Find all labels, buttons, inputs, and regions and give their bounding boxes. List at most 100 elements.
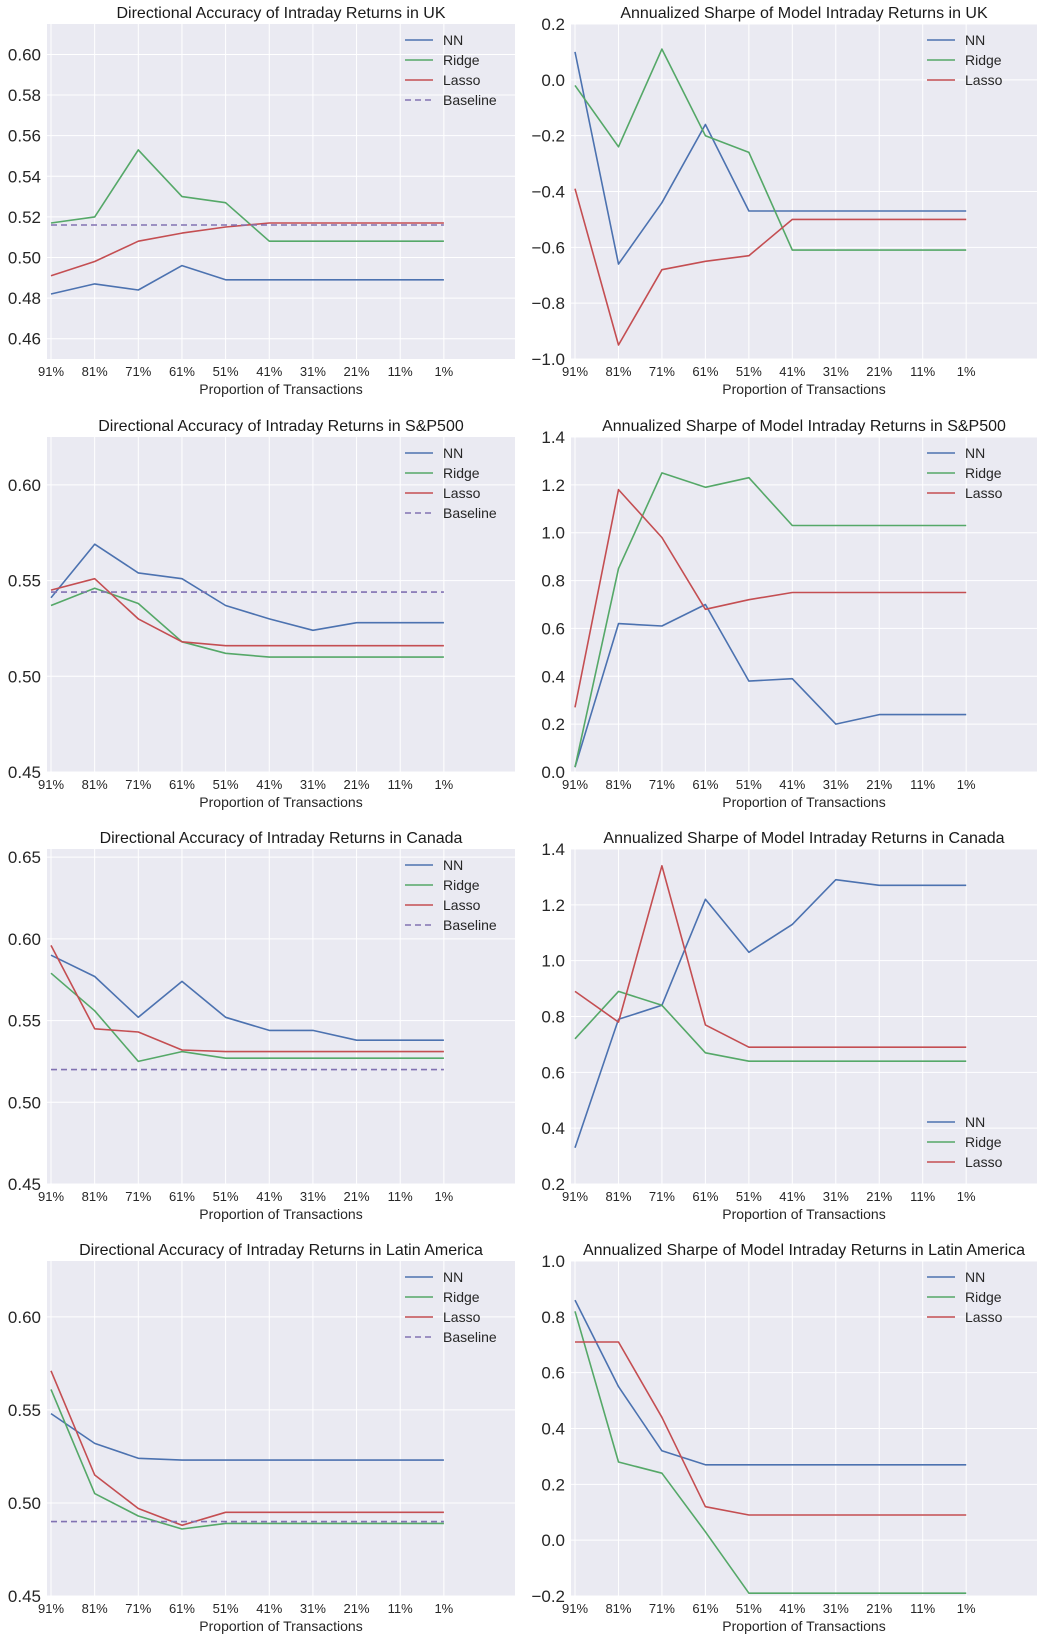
x-tick-label: 81% — [605, 364, 631, 379]
x-tick-label: 1% — [957, 777, 976, 792]
series-line-lasso — [574, 188, 967, 346]
y-tick-label: 0.2 — [541, 1475, 565, 1494]
y-tick-label: 1.2 — [541, 476, 565, 495]
y-tick-label: 0.4 — [541, 1119, 565, 1138]
x-tick-label: 61% — [692, 1189, 718, 1204]
chart-panel-7: 0.45 0.50 0.55 0.60 91% 81% 71% 61% 51% 41% 31% 21%… — [8, 1242, 515, 1634]
series-line-nn — [574, 1299, 967, 1466]
legend-label-lasso: Lasso — [443, 1309, 481, 1325]
legend-label-nn: NN — [965, 1269, 985, 1285]
series-line-ridge — [50, 1389, 444, 1530]
y-tick-label: 0.60 — [8, 45, 41, 64]
series-line-lasso — [50, 577, 444, 647]
x-tick-label: 51% — [736, 1601, 762, 1616]
x-tick-label: 1% — [434, 364, 453, 379]
x-tick-label: 61% — [692, 777, 718, 792]
y-tick-label: −0.6 — [531, 238, 565, 257]
legend-label-ridge: Ridge — [965, 1289, 1002, 1305]
x-axis-label: Proportion of Transactions — [199, 1618, 362, 1634]
y-tick-label: 0.0 — [541, 1531, 565, 1550]
legend-label-baseline: Baseline — [443, 92, 497, 108]
y-tick-label: 1.4 — [541, 428, 565, 447]
x-axis-label: Proportion of Transactions — [722, 381, 885, 397]
x-tick-label: 91% — [38, 364, 64, 379]
series-line-lasso — [50, 1370, 444, 1527]
y-tick-label: 0.58 — [8, 86, 41, 105]
y-tick-label: 1.4 — [541, 840, 565, 859]
x-axis-label: Proportion of Transactions — [199, 381, 362, 397]
legend-label-lasso: Lasso — [443, 897, 481, 913]
legend-label-ridge: Ridge — [443, 465, 480, 481]
chart-panel-8: −0.2 0.0 0.2 0.4 0.6 0.8 1.0 91% 81% 71% 61% 51% 41%… — [531, 1242, 1037, 1634]
chart-title: Directional Accuracy of Intraday Returns… — [116, 5, 445, 22]
x-tick-label: 1% — [957, 1189, 976, 1204]
legend-label-lasso: Lasso — [443, 72, 481, 88]
x-tick-label: 11% — [910, 777, 935, 792]
x-tick-label: 61% — [169, 1601, 195, 1616]
y-tick-label: 0.52 — [8, 208, 41, 227]
legend-label-nn: NN — [443, 445, 463, 461]
x-tick-label: 41% — [256, 777, 282, 792]
x-tick-label: 81% — [82, 364, 108, 379]
x-tick-label: 91% — [562, 364, 588, 379]
series-line-nn — [574, 51, 967, 265]
y-tick-label: 0.50 — [8, 248, 41, 267]
x-tick-label: 21% — [866, 1601, 892, 1616]
y-tick-label: −0.4 — [531, 183, 565, 202]
chart-panel-2: −1.0 −0.8 −0.6 −0.4 −0.2 0.0 0.2 91% 81% 71% 61% 51… — [531, 5, 1037, 397]
x-tick-label: 91% — [38, 1189, 64, 1204]
y-tick-label: 0.8 — [541, 1308, 565, 1327]
legend: NN Ridge Lasso — [927, 1114, 1003, 1170]
x-tick-label: 71% — [125, 1601, 151, 1616]
x-tick-label: 91% — [562, 1189, 588, 1204]
series-line-nn — [50, 954, 444, 1041]
x-tick-label: 11% — [388, 1601, 413, 1616]
x-tick-label: 11% — [910, 1189, 935, 1204]
y-tick-label: 0.55 — [8, 1401, 41, 1420]
y-tick-label: 0.6 — [541, 1364, 565, 1383]
x-tick-label: 11% — [910, 364, 935, 379]
chart-title: Directional Accuracy of Intraday Returns… — [98, 418, 464, 435]
y-tick-label: 0.56 — [8, 127, 41, 146]
y-tick-label: −0.8 — [531, 294, 565, 313]
legend-label-lasso: Lasso — [443, 485, 481, 501]
chart-title: Annualized Sharpe of Model Intraday Retu… — [602, 418, 1006, 435]
x-tick-label: 1% — [434, 777, 453, 792]
legend-label-baseline: Baseline — [443, 1329, 497, 1345]
x-tick-label: 31% — [300, 364, 326, 379]
y-tick-label: 0.6 — [541, 1063, 565, 1082]
x-tick-label: 71% — [125, 1189, 151, 1204]
series-line-ridge — [50, 149, 444, 242]
chart-title: Annualized Sharpe of Model Intraday Retu… — [603, 830, 1004, 847]
y-tick-label: 0.8 — [541, 1008, 565, 1027]
y-tick-label: 0.0 — [541, 71, 565, 90]
legend-label-ridge: Ridge — [443, 52, 480, 68]
x-axis-label: Proportion of Transactions — [199, 794, 362, 810]
x-tick-label: 31% — [823, 1601, 849, 1616]
y-tick-label: 0.45 — [8, 1587, 41, 1606]
x-tick-label: 31% — [300, 1189, 326, 1204]
x-tick-label: 51% — [213, 1601, 239, 1616]
legend: NN Ridge Lasso Baseline — [405, 32, 497, 108]
legend-label-lasso: Lasso — [965, 72, 1003, 88]
x-tick-label: 41% — [256, 364, 282, 379]
x-tick-label: 71% — [649, 777, 675, 792]
x-tick-label: 11% — [910, 1601, 935, 1616]
chart-panel-5: 0.45 0.50 0.55 0.60 0.65 91% 81% 71% 61% 51% 41% 31… — [8, 830, 515, 1222]
y-tick-label: 0.46 — [8, 330, 41, 349]
y-tick-label: 1.0 — [541, 524, 565, 543]
chart-title: Directional Accuracy of Intraday Returns… — [100, 830, 463, 847]
y-tick-label: −0.2 — [531, 127, 565, 146]
series-line-lasso — [50, 222, 444, 277]
x-tick-label: 41% — [256, 1601, 282, 1616]
x-tick-label: 61% — [169, 1189, 195, 1204]
y-tick-label: 0.2 — [541, 15, 565, 34]
series-line-nn — [574, 603, 967, 768]
x-tick-label: 31% — [823, 777, 849, 792]
plot-background — [47, 24, 515, 359]
x-tick-label: 81% — [605, 777, 631, 792]
x-tick-label: 71% — [125, 777, 151, 792]
y-tick-label: 0.50 — [8, 1093, 41, 1112]
chart-title: Annualized Sharpe of Model Intraday Retu… — [583, 1242, 1025, 1259]
x-tick-label: 31% — [823, 364, 849, 379]
